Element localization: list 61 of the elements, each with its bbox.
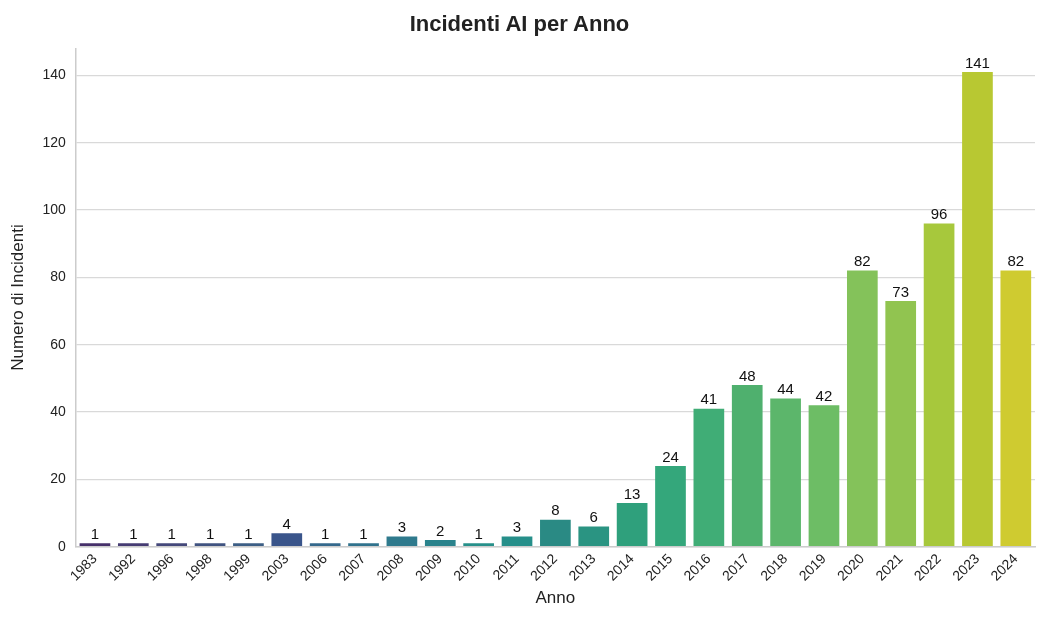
y-tick-label: 120	[42, 133, 66, 150]
bar	[962, 71, 993, 547]
y-tick-label: 80	[50, 268, 66, 285]
bar	[578, 526, 610, 547]
data-label: 96	[930, 205, 948, 223]
data-label: 3	[512, 518, 522, 536]
bar	[424, 539, 456, 547]
bar	[79, 543, 111, 547]
chart-title: Incidenti AI per Anno	[409, 11, 630, 37]
bar	[271, 533, 303, 547]
bar	[348, 543, 379, 547]
data-label: 1	[167, 524, 176, 542]
data-label: 41	[700, 390, 718, 408]
y-tick-label: 20	[50, 470, 66, 487]
data-label: 1	[320, 524, 330, 542]
data-label: 13	[623, 484, 641, 502]
data-label: 42	[815, 386, 833, 404]
data-label: 1	[359, 524, 368, 542]
data-label: 44	[777, 380, 794, 398]
bar	[156, 543, 188, 547]
bar	[194, 543, 226, 547]
y-tick-label: 60	[50, 335, 66, 352]
data-label: 1	[90, 524, 100, 542]
bar	[540, 519, 571, 547]
y-tick-label: 140	[42, 66, 66, 83]
bar	[616, 502, 648, 547]
data-label: 1	[474, 524, 483, 542]
data-label: 1	[244, 524, 253, 542]
bar	[693, 408, 725, 547]
data-label: 24	[662, 447, 679, 465]
bar	[233, 543, 264, 547]
bar	[309, 543, 341, 547]
data-label: 141	[964, 53, 990, 71]
bar	[885, 300, 917, 547]
data-label: 2	[436, 521, 445, 539]
y-axis-title: Numero di Incidenti	[7, 224, 27, 371]
data-label: 3	[397, 518, 407, 536]
bar	[1000, 270, 1032, 547]
data-label: 6	[589, 508, 598, 526]
data-label: 1	[205, 524, 215, 542]
bar	[463, 543, 494, 547]
data-label: 1	[129, 524, 138, 542]
y-tick-label: 0	[57, 537, 66, 554]
data-label: 82	[853, 252, 871, 270]
data-label: 82	[1007, 252, 1025, 270]
data-label: 8	[551, 501, 560, 519]
data-label: 4	[282, 514, 291, 532]
y-tick-label: 40	[50, 402, 66, 419]
y-tick-label: 100	[42, 200, 66, 217]
data-label: 73	[892, 282, 910, 300]
data-label: 48	[738, 366, 756, 384]
bar	[808, 405, 840, 547]
bar	[501, 536, 533, 547]
bar	[923, 223, 955, 547]
bar	[731, 385, 763, 547]
bar	[770, 398, 801, 547]
bar	[117, 543, 149, 547]
bar	[655, 465, 686, 547]
bar	[386, 536, 418, 547]
bar	[846, 270, 878, 547]
x-axis-title: Anno	[535, 588, 576, 608]
